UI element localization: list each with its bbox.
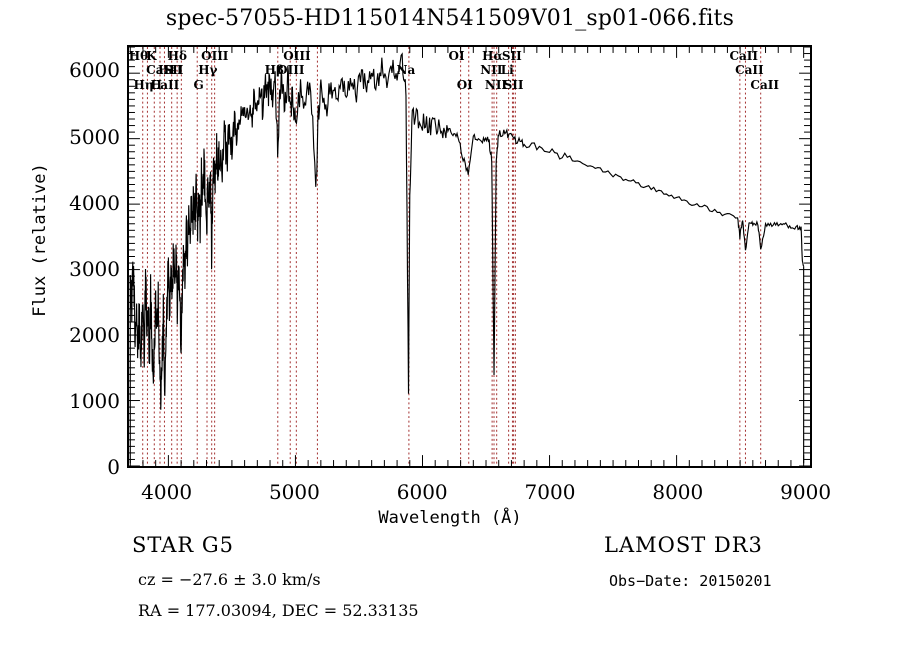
- coordinates: RA = 177.03094, DEC = 52.33135: [138, 601, 419, 620]
- x-tick-label: 4000: [141, 480, 193, 504]
- line-marker-group: [142, 47, 762, 466]
- y-axis-label: Flux (relative): [30, 163, 50, 317]
- spectral-line-label: Hα: [482, 49, 503, 63]
- survey-name: LAMOST DR3: [604, 533, 763, 557]
- x-axis-label: Wavelength (Å): [378, 508, 522, 528]
- spectral-line-label: K: [146, 49, 157, 63]
- redshift-velocity: cz = −27.6 ± 3.0 km/s: [138, 570, 321, 589]
- spectral-line-label: OIII: [201, 49, 229, 63]
- spectral-line-label: Na: [396, 63, 416, 77]
- spectral-line-label: CaII: [146, 63, 175, 77]
- spectrum-canvas: [129, 47, 810, 466]
- spectral-line-label: Hγ: [198, 63, 218, 77]
- spectral-line-label: NII: [480, 63, 503, 77]
- x-tick-label: 6000: [396, 480, 448, 504]
- spectral-line-label: Hδ: [167, 49, 187, 63]
- spectral-line-label: OIII: [283, 49, 311, 63]
- y-tick-label: 0: [107, 455, 120, 479]
- spectral-line-label: CaII: [735, 63, 764, 77]
- spectrum-trace: [129, 52, 805, 410]
- y-tick-group: [129, 47, 810, 466]
- spectral-line-label: OI: [456, 78, 473, 92]
- spectral-line-label: SII: [163, 63, 184, 77]
- plot-area: [127, 45, 812, 468]
- spectral-line-label: HeI: [157, 63, 183, 77]
- page-title: spec-57055-HD115014N541509V01_sp01-066.f…: [165, 6, 735, 31]
- y-tick-label: 5000: [69, 124, 120, 149]
- spectral-line-label: NII: [484, 78, 508, 92]
- spectral-line-label: Hη: [133, 78, 154, 92]
- spectral-line-label: OI: [448, 49, 465, 63]
- spectral-line-label: CaII: [150, 78, 180, 92]
- x-tick-label: 7000: [524, 480, 576, 504]
- spectral-line-label: OIII: [277, 63, 305, 77]
- spectral-line-label: G: [193, 78, 204, 92]
- y-tick-label: 1000: [69, 388, 120, 413]
- object-class: STAR G5: [132, 533, 235, 557]
- obs-date: Obs−Date: 20150201: [609, 572, 772, 590]
- y-tick-label: 6000: [69, 58, 120, 83]
- spectral-line-label: CaII: [729, 49, 759, 63]
- spectral-line-label: Hθ: [128, 49, 149, 63]
- spectral-line-label: CaII: [750, 78, 779, 92]
- spectral-line-label: Hβ: [264, 63, 284, 77]
- y-tick-label: 2000: [69, 322, 120, 347]
- y-tick-label: 3000: [69, 256, 120, 281]
- spectral-line-label: H: [150, 78, 162, 92]
- x-tick-label: 8000: [652, 480, 704, 504]
- x-tick-label: 5000: [268, 480, 320, 504]
- spectral-line-label: Li: [500, 63, 514, 77]
- spectral-line-label: SII: [503, 78, 524, 92]
- spectral-line-label: SII: [501, 49, 522, 63]
- x-tick-label: 9000: [780, 480, 832, 504]
- x-tick-group: [129, 47, 805, 466]
- y-tick-label: 4000: [69, 190, 120, 215]
